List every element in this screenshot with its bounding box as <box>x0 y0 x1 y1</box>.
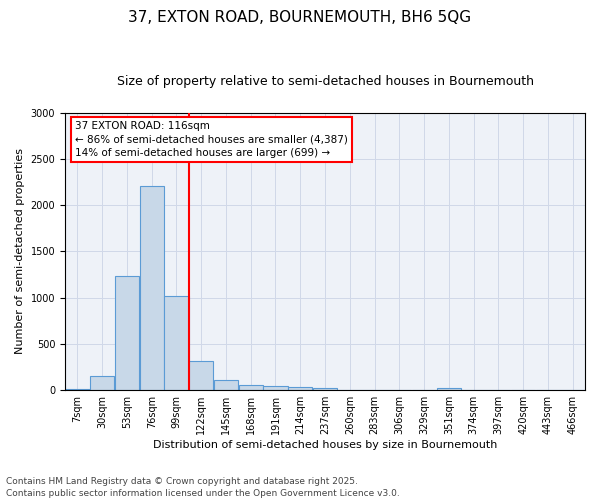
Bar <box>164 296 188 390</box>
Text: 37, EXTON ROAD, BOURNEMOUTH, BH6 5QG: 37, EXTON ROAD, BOURNEMOUTH, BH6 5QG <box>128 10 472 25</box>
Bar <box>140 186 164 390</box>
Title: Size of property relative to semi-detached houses in Bournemouth: Size of property relative to semi-detach… <box>116 75 533 88</box>
Y-axis label: Number of semi-detached properties: Number of semi-detached properties <box>15 148 25 354</box>
Bar <box>189 360 214 390</box>
Bar <box>90 376 115 390</box>
Bar <box>263 386 287 390</box>
Bar <box>437 388 461 390</box>
Bar <box>115 276 139 390</box>
Bar <box>65 389 89 390</box>
Text: Contains HM Land Registry data © Crown copyright and database right 2025.
Contai: Contains HM Land Registry data © Crown c… <box>6 476 400 498</box>
Bar <box>239 384 263 390</box>
Bar <box>214 380 238 390</box>
Bar <box>288 386 313 390</box>
X-axis label: Distribution of semi-detached houses by size in Bournemouth: Distribution of semi-detached houses by … <box>153 440 497 450</box>
Bar <box>313 388 337 390</box>
Text: 37 EXTON ROAD: 116sqm
← 86% of semi-detached houses are smaller (4,387)
14% of s: 37 EXTON ROAD: 116sqm ← 86% of semi-deta… <box>76 121 349 158</box>
